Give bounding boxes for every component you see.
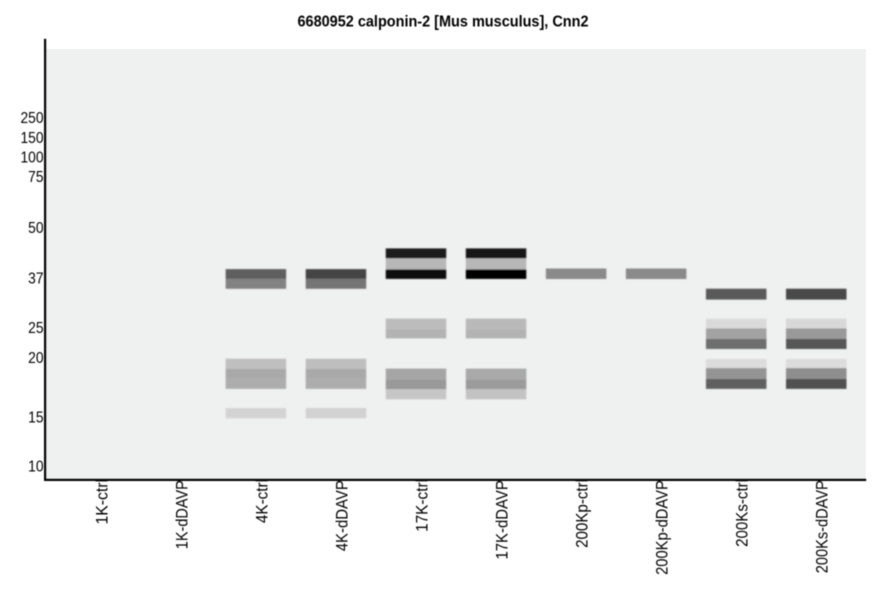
svg-text:200Ks-dDAVP: 200Ks-dDAVP: [812, 480, 831, 573]
svg-text:150: 150: [21, 130, 44, 147]
svg-text:200Kp-dDAVP: 200Kp-dDAVP: [652, 480, 671, 575]
svg-text:250: 250: [21, 110, 44, 127]
svg-text:6680952 calponin-2 [Mus muscul: 6680952 calponin-2 [Mus musculus], Cnn2: [298, 13, 589, 30]
svg-text:10: 10: [28, 458, 44, 475]
svg-text:25: 25: [28, 320, 44, 337]
svg-text:4K-ctrl: 4K-ctrl: [252, 479, 271, 523]
svg-text:200Kp-ctrl: 200Kp-ctrl: [572, 479, 591, 548]
svg-text:17K-ctrl: 17K-ctrl: [412, 479, 431, 532]
svg-text:17K-dDAVP: 17K-dDAVP: [492, 480, 511, 559]
svg-text:15: 15: [28, 410, 44, 427]
svg-text:200Ks-ctrl: 200Ks-ctrl: [732, 479, 751, 547]
svg-text:1K-dDAVP: 1K-dDAVP: [172, 480, 191, 549]
svg-text:20: 20: [28, 350, 44, 367]
svg-text:1K-ctrl: 1K-ctrl: [92, 479, 111, 525]
svg-text:37: 37: [28, 271, 43, 288]
svg-text:50: 50: [28, 220, 44, 237]
svg-text:100: 100: [21, 149, 44, 166]
svg-text:75: 75: [28, 169, 44, 186]
svg-text:4K-dDAVP: 4K-dDAVP: [332, 480, 351, 551]
